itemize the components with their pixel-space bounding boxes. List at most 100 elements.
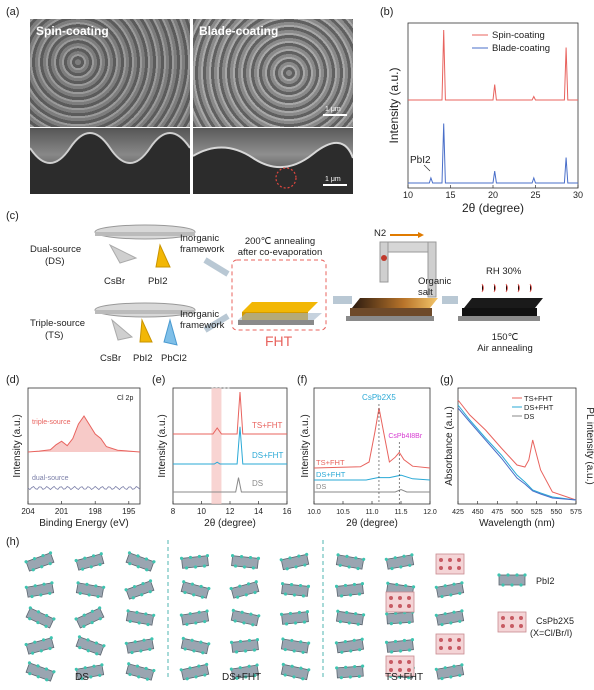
pbi2-atom	[99, 552, 103, 556]
pbi2-atom	[152, 613, 156, 617]
pbi2-atom	[288, 611, 293, 616]
cspb2x5-atom	[448, 638, 452, 642]
pbi2-atom	[185, 677, 189, 681]
pbi2-atom	[452, 610, 456, 614]
pbi2-atom	[251, 566, 256, 570]
pbi2-ts-fht	[335, 664, 365, 680]
cspb2x5-atom	[398, 668, 402, 672]
organic-salt-line2: salt	[418, 287, 433, 298]
cspb2x5-atom	[407, 660, 411, 664]
pbi2-atom	[48, 646, 52, 651]
cspb2x5-atom	[501, 624, 505, 628]
pbi2-atom	[41, 553, 45, 558]
film-gradient	[352, 298, 438, 308]
label-ds: DS	[252, 479, 263, 488]
x-tick-label: 8	[171, 507, 176, 516]
pbi2-atom	[292, 593, 297, 597]
panel-label-g: (g)	[440, 374, 454, 386]
pbi2-atom	[136, 565, 140, 569]
pbi2-ds-fht	[179, 662, 210, 681]
pbi2-atom	[249, 612, 253, 616]
air-anneal-line1: 150℃	[491, 332, 519, 343]
panel-label-e: (e)	[152, 374, 166, 386]
pbi2-atom	[347, 621, 351, 625]
cspb2x5-atom	[407, 604, 411, 608]
pbi2-atom	[386, 581, 390, 585]
pbi2-atom	[243, 649, 248, 653]
ds-framework-line2: framework	[180, 244, 225, 255]
pbi2-atom	[44, 667, 49, 671]
pbi2-ds	[124, 579, 155, 600]
air-anneal-line2: Air annealing	[477, 343, 533, 354]
x-tick-label: 11.0	[365, 509, 378, 516]
pbi2-atom	[145, 568, 149, 572]
pbi2-ds	[74, 552, 105, 571]
sem-spin-cross-wave	[30, 132, 190, 194]
pbi2-atom	[281, 662, 285, 667]
pbi2-atom	[361, 664, 365, 668]
pbi2-atom	[89, 675, 93, 679]
pbi2-atom	[82, 613, 86, 617]
ds-label-line1: Dual-source	[30, 244, 82, 255]
sem-blade-top-image	[193, 19, 353, 127]
ts-pbi2-label: PbI2	[133, 353, 153, 364]
ts-label-line1: Triple-source	[30, 318, 86, 329]
pbi2-ds-fht	[229, 663, 260, 680]
film-yellow-top	[242, 302, 318, 312]
pbi2-atom	[36, 610, 41, 614]
pbi2-atom	[233, 619, 237, 623]
pbi2-atom	[402, 554, 406, 558]
cspb2x5-cell	[497, 611, 527, 633]
pbi2-atom	[279, 558, 283, 562]
pbi2-atom	[361, 613, 366, 617]
cspb2x5-cell	[385, 655, 415, 677]
ds-evaporator	[94, 224, 196, 268]
x-tick-label: 10	[197, 507, 206, 516]
series-spin-coating-line	[408, 29, 578, 101]
label-ts-fht: TS+FHT	[316, 458, 345, 467]
pbi2-atom	[100, 663, 104, 667]
pbi2-atom	[356, 622, 360, 626]
panel-label-f: (f)	[297, 374, 308, 386]
pbi2-atom	[193, 565, 198, 569]
pbi2-atom	[229, 667, 233, 671]
x-tick-label: 25	[530, 190, 540, 200]
pbi2-atom	[460, 663, 464, 667]
scale-label-bottom: 1 μm	[325, 176, 341, 183]
ds-label-line2: (DS)	[45, 256, 65, 267]
pbi2-atom	[48, 562, 52, 566]
pbi2-atom	[358, 648, 362, 652]
pbi2-atom	[233, 564, 238, 568]
label-ts-fht: TS+FHT	[252, 421, 283, 430]
ds-pbi2-label: PbI2	[148, 276, 168, 287]
pbi2-atom	[434, 585, 438, 589]
pbi2-atom	[307, 668, 311, 672]
pbi2-atom	[515, 573, 519, 577]
pbi2-atom	[247, 638, 252, 643]
pbi2-atom	[252, 648, 257, 652]
pbi2-atom	[83, 556, 87, 560]
sem-blade-title: Blade-coating	[199, 24, 279, 38]
pbi2-atom	[128, 672, 132, 677]
triple-source-fill	[28, 416, 140, 452]
pbi2-atom	[36, 675, 40, 679]
pbi2-atom	[41, 638, 46, 642]
pbi2-atom	[407, 648, 412, 652]
pbi2-atom	[398, 621, 402, 625]
pbi2-atom	[179, 668, 183, 672]
x-tick-label: 10.0	[307, 509, 321, 516]
blade-coater-arm	[379, 241, 389, 283]
pbi2-atom	[345, 610, 349, 615]
series-ds-fht-line	[457, 404, 577, 501]
pbi2-ds	[25, 606, 56, 629]
pbi2-atom	[288, 556, 292, 560]
pbi2-plate-body	[75, 636, 105, 656]
fht-box	[231, 259, 327, 331]
pbi2-atom	[90, 609, 95, 613]
schematic-graphics	[94, 224, 543, 346]
pbi2-atom	[50, 581, 54, 585]
pbi2-atom	[86, 649, 90, 653]
pbi2-ds-fht	[229, 580, 260, 599]
pbi2-atom	[98, 673, 102, 677]
pbi2-atom	[200, 595, 204, 599]
